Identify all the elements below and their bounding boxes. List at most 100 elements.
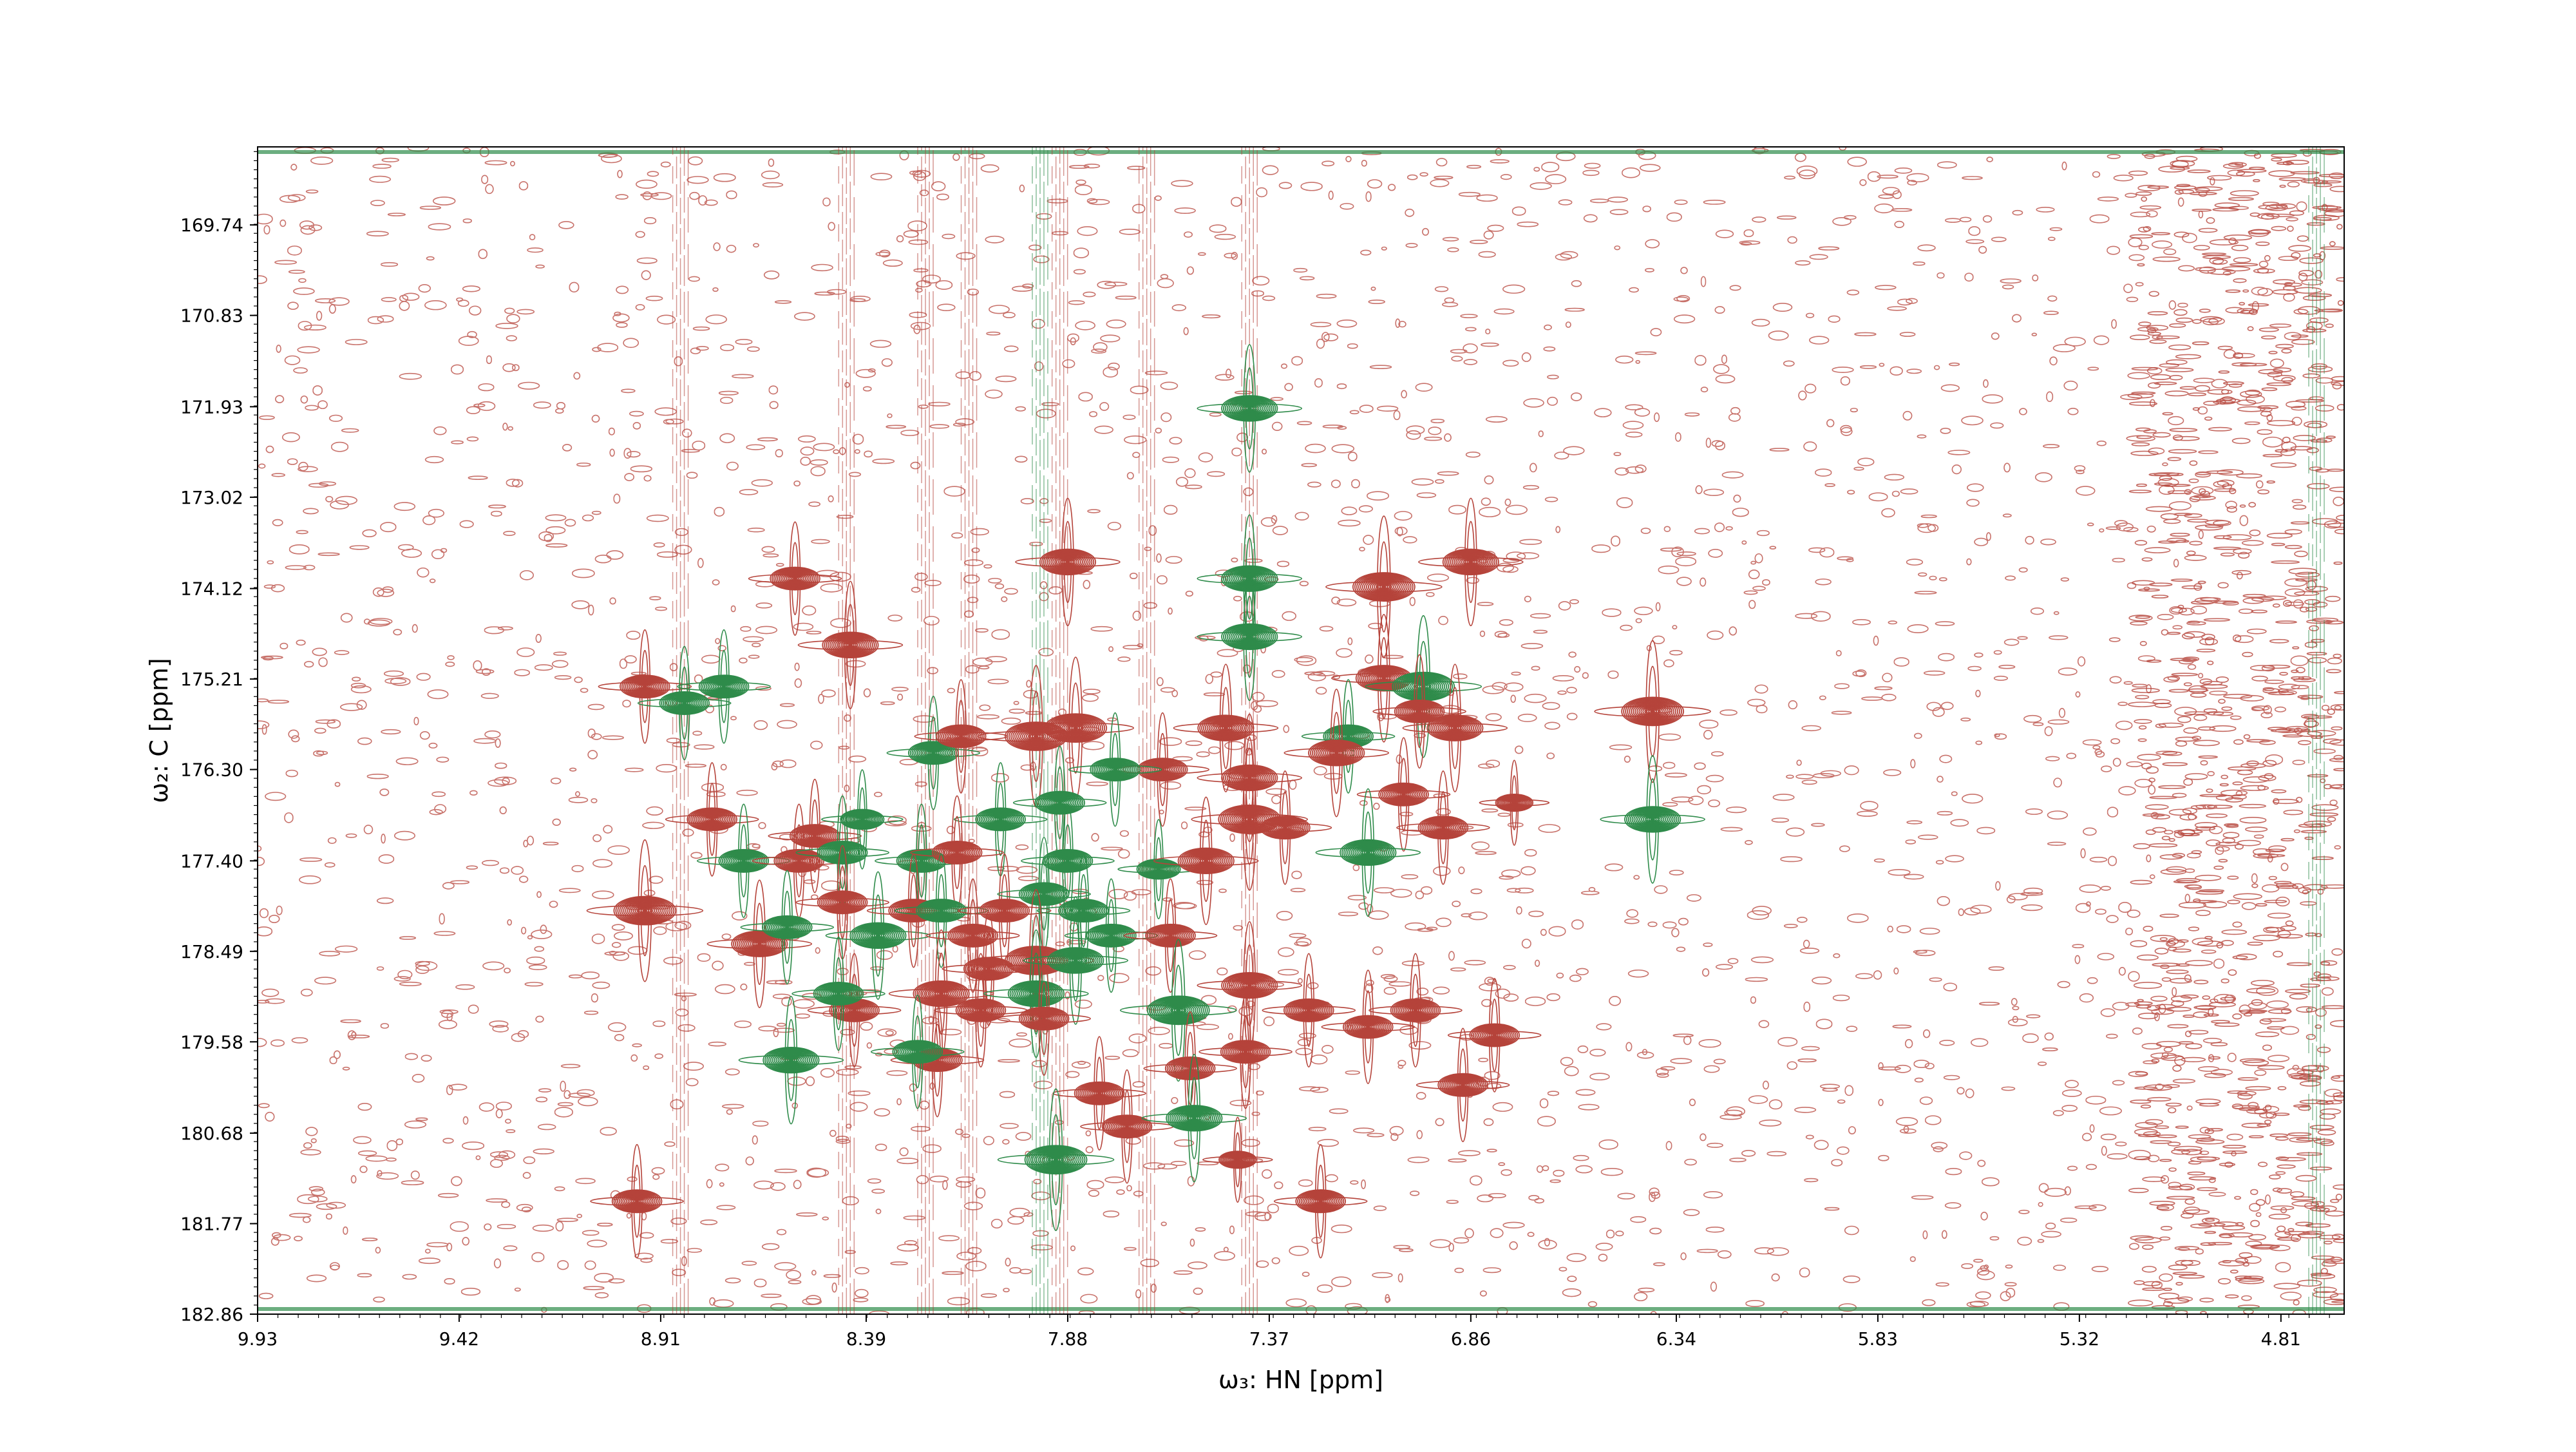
peak-contour bbox=[1368, 953, 1463, 1068]
peak-contour bbox=[925, 878, 1020, 993]
peak-contour bbox=[997, 1088, 1115, 1232]
y-axis-ticks: 169.74 170.83 171.93 173.02 174.12 175.21 176.… bbox=[180, 151, 258, 1325]
peak-contour bbox=[1015, 497, 1121, 627]
peak-contour bbox=[795, 845, 889, 960]
peak-contour bbox=[1068, 712, 1162, 827]
peak-contour bbox=[821, 769, 904, 870]
peak-contour bbox=[696, 803, 791, 919]
y-tick-label: 177.40 bbox=[180, 850, 243, 872]
peak-contour bbox=[1197, 572, 1303, 702]
peak-contour bbox=[586, 839, 704, 982]
peak-contour bbox=[797, 580, 904, 710]
peak-contour bbox=[957, 853, 1052, 968]
ridge-contour bbox=[917, 147, 934, 1314]
peak-contour bbox=[637, 645, 732, 761]
y-tick-label: 171.93 bbox=[180, 396, 243, 417]
peak-contour bbox=[870, 994, 965, 1109]
peak-contour bbox=[677, 629, 771, 744]
ridge-contour bbox=[2308, 147, 2325, 1314]
ridge-contour bbox=[672, 147, 689, 1314]
x-tick-label: 9.93 bbox=[238, 1328, 278, 1350]
peak-contour bbox=[997, 837, 1091, 951]
peak-contour bbox=[910, 795, 1004, 910]
peak-contour bbox=[1153, 796, 1259, 926]
peak-contour bbox=[598, 629, 692, 744]
peak-contour bbox=[1321, 970, 1416, 1084]
peak-contour bbox=[795, 795, 889, 910]
x-tick-label: 7.88 bbox=[1048, 1328, 1088, 1350]
peak-contour bbox=[1356, 737, 1451, 852]
ridge-contour bbox=[1138, 147, 1155, 1314]
peak-contour bbox=[1283, 688, 1390, 817]
x-tick-label: 6.86 bbox=[1451, 1328, 1491, 1350]
peak-contour bbox=[1119, 939, 1237, 1082]
noise-contour-set bbox=[258, 147, 2344, 1314]
peak-contour bbox=[997, 961, 1091, 1076]
peak-contour bbox=[748, 521, 842, 636]
x-tick-label: 8.39 bbox=[846, 1328, 886, 1350]
peak-contour bbox=[894, 853, 989, 968]
noise-contours bbox=[258, 147, 2344, 1314]
peak-contour bbox=[1325, 515, 1443, 658]
y-tick-label: 176.30 bbox=[180, 759, 243, 781]
peak-contour bbox=[1331, 614, 1437, 743]
peak-contour bbox=[1036, 853, 1131, 968]
edge-noise-contour-set bbox=[2126, 147, 2344, 1314]
peak-contour bbox=[888, 929, 994, 1058]
peak-contour bbox=[953, 762, 1048, 877]
peak-contour bbox=[1238, 770, 1332, 885]
peak-contour bbox=[1198, 994, 1293, 1109]
peak-contour bbox=[1594, 640, 1711, 783]
x-tick-label: 4.81 bbox=[2261, 1328, 2301, 1350]
y-tick-label: 178.49 bbox=[180, 941, 243, 962]
y-tick-label: 169.74 bbox=[180, 215, 243, 236]
peak-contour bbox=[706, 879, 813, 1009]
y-axis-label: ω₂: C [ppm] bbox=[145, 658, 173, 803]
y-tick-label: 180.68 bbox=[180, 1123, 243, 1144]
plot-frame bbox=[257, 146, 2345, 1315]
peak-contours bbox=[586, 344, 1711, 1259]
peak-contour bbox=[1416, 1027, 1510, 1143]
peak-contour bbox=[1396, 770, 1490, 885]
peak-contour bbox=[1012, 745, 1107, 860]
peak-contour bbox=[1479, 759, 1550, 846]
peak-contour bbox=[1173, 664, 1279, 792]
peak-contour bbox=[590, 1143, 684, 1259]
x-tick-label: 5.32 bbox=[2060, 1328, 2099, 1350]
x-tick-label: 6.34 bbox=[1656, 1328, 1696, 1350]
y-tick-label: 179.58 bbox=[180, 1031, 243, 1053]
peak-contour bbox=[1197, 514, 1303, 643]
peak-contour bbox=[665, 762, 759, 877]
peak-contour bbox=[1262, 953, 1356, 1068]
peak-contour bbox=[1197, 713, 1303, 843]
ridge-contour bbox=[838, 147, 855, 1314]
x-tick-label: 8.91 bbox=[641, 1328, 681, 1350]
y-tick-label: 174.12 bbox=[180, 578, 243, 600]
peak-contour bbox=[1600, 755, 1705, 884]
peak-contour bbox=[1447, 978, 1542, 1093]
peak-contour bbox=[1197, 344, 1303, 473]
peak-contour bbox=[942, 912, 1036, 1026]
peak-contour bbox=[1143, 1011, 1237, 1126]
x-tick-label: 9.42 bbox=[439, 1328, 479, 1350]
peak-contour bbox=[1117, 819, 1200, 920]
peak-contour bbox=[1372, 654, 1466, 769]
x-axis-label: ω₃: HN [ppm] bbox=[1218, 1366, 1383, 1394]
peak-contour bbox=[1123, 878, 1218, 993]
peak-contour bbox=[740, 870, 835, 985]
peak-contour bbox=[1418, 497, 1524, 627]
peak-contour bbox=[1017, 656, 1135, 799]
peak-contour bbox=[1141, 1054, 1247, 1183]
y-tick-label: 175.21 bbox=[180, 669, 243, 690]
x-tick-label: 7.37 bbox=[1249, 1328, 1289, 1350]
y-tick-label: 173.02 bbox=[180, 487, 243, 508]
peak-contour bbox=[1080, 1069, 1174, 1184]
x-axis-ticks: 9.93 9.42 8.91 8.39 7.88 7.37 6.86 6.34 5.83 5.32… bbox=[238, 1314, 2330, 1350]
peak-contour bbox=[738, 995, 844, 1125]
peak-contour bbox=[914, 679, 1009, 794]
y-tick-label: 182.86 bbox=[180, 1304, 243, 1325]
y-tick-label: 170.83 bbox=[180, 305, 243, 327]
peak-contour bbox=[1273, 1143, 1368, 1259]
